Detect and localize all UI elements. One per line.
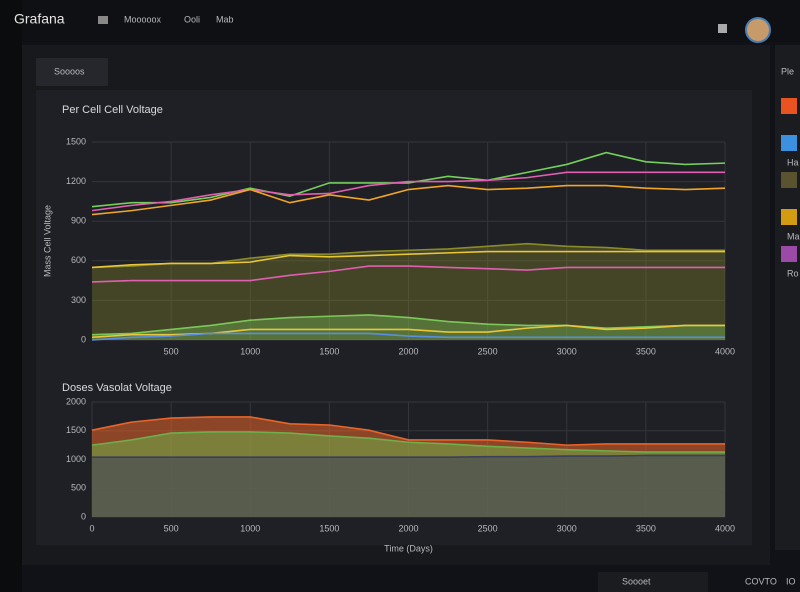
tab-label[interactable]: Soooos bbox=[54, 66, 85, 76]
legend-label: Ro bbox=[787, 268, 799, 278]
footer-extra: IO bbox=[786, 576, 796, 586]
footer-select-label[interactable]: Soooet bbox=[622, 576, 651, 586]
x-tick-label: 2000 bbox=[398, 523, 418, 533]
x-tick-label: 4000 bbox=[715, 346, 735, 356]
right-panel bbox=[775, 45, 800, 550]
x-tick-label: 0 bbox=[89, 523, 94, 533]
legend-swatch bbox=[781, 172, 797, 188]
legend-label: Ha bbox=[787, 157, 799, 167]
nav-item[interactable]: Mab bbox=[216, 14, 234, 24]
topbar bbox=[22, 0, 800, 42]
y-tick-label: 300 bbox=[71, 295, 86, 305]
x-tick-label: 500 bbox=[164, 523, 179, 533]
tab[interactable] bbox=[36, 58, 108, 86]
x-tick-label: 4000 bbox=[715, 523, 735, 533]
y-tick-label: 0 bbox=[81, 334, 86, 344]
y-axis-label: Mass Cell Voltage bbox=[42, 205, 52, 277]
x-axis-label: Time (Days) bbox=[384, 543, 433, 553]
footer-status: COVTO bbox=[745, 576, 777, 586]
area bbox=[92, 455, 725, 517]
legend-label: Ma bbox=[787, 231, 800, 241]
y-tick-label: 0 bbox=[81, 511, 86, 521]
line bbox=[91, 416, 725, 446]
x-tick-label: 1500 bbox=[319, 523, 339, 533]
x-tick-label: 1000 bbox=[240, 346, 260, 356]
x-tick-label: 3500 bbox=[636, 346, 656, 356]
right-panel-title: Ple bbox=[781, 66, 794, 76]
icon[interactable] bbox=[718, 24, 727, 33]
line bbox=[91, 250, 725, 269]
line bbox=[91, 184, 726, 216]
x-tick-label: 3000 bbox=[557, 346, 577, 356]
legend-swatch bbox=[781, 135, 797, 151]
x-tick-label: 2000 bbox=[398, 346, 418, 356]
x-tick-label: 500 bbox=[164, 346, 179, 356]
chart-title: Doses Vasolat Voltage bbox=[62, 382, 172, 394]
line bbox=[91, 151, 726, 208]
line bbox=[91, 265, 725, 283]
x-tick-label: 1500 bbox=[319, 346, 339, 356]
line bbox=[91, 332, 725, 341]
line bbox=[91, 171, 725, 212]
chart-title: Per Cell Cell Voltage bbox=[62, 104, 163, 116]
x-tick-label: 2500 bbox=[478, 523, 498, 533]
y-tick-label: 1000 bbox=[66, 454, 86, 464]
x-tick-label: 1000 bbox=[240, 523, 260, 533]
legend-swatch bbox=[781, 209, 797, 225]
x-tick-label: 2500 bbox=[478, 346, 498, 356]
y-tick-label: 1500 bbox=[66, 136, 86, 146]
legend-swatch bbox=[781, 98, 797, 114]
nav-item[interactable]: Mooooox bbox=[124, 14, 162, 24]
y-tick-label: 500 bbox=[71, 483, 86, 493]
x-tick-label: 3500 bbox=[636, 523, 656, 533]
y-tick-label: 1500 bbox=[66, 425, 86, 435]
sidebar bbox=[0, 0, 22, 592]
line bbox=[91, 431, 725, 453]
nav-item[interactable]: Ooli bbox=[184, 14, 200, 24]
x-tick-label: 3000 bbox=[557, 523, 577, 533]
menu-icon[interactable] bbox=[98, 16, 108, 24]
line bbox=[92, 454, 725, 458]
legend-swatch bbox=[781, 246, 797, 262]
line bbox=[91, 314, 725, 336]
y-tick-label: 2000 bbox=[66, 396, 86, 406]
avatar[interactable] bbox=[745, 17, 771, 43]
y-tick-label: 600 bbox=[71, 255, 86, 265]
y-tick-label: 900 bbox=[71, 216, 86, 226]
brand[interactable]: Grafana bbox=[14, 11, 65, 27]
footer-select[interactable] bbox=[598, 572, 708, 592]
y-tick-label: 1200 bbox=[66, 176, 86, 186]
